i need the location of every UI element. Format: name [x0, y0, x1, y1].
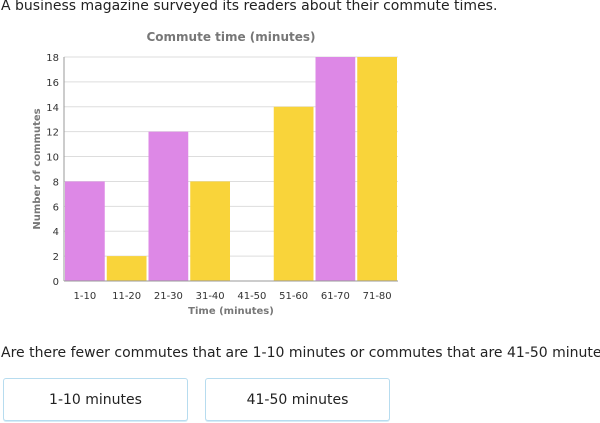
bar-71-80	[357, 57, 397, 281]
x-tick-label: 41-50	[237, 291, 266, 302]
x-tick-label: 1-10	[74, 291, 97, 302]
y-tick-label: 6	[53, 202, 59, 213]
bar-31-40	[190, 181, 230, 281]
y-tick-label: 18	[46, 53, 59, 64]
x-tick-label: 11-20	[112, 291, 141, 302]
bars	[65, 57, 397, 282]
y-tick-label: 4	[53, 227, 59, 238]
bar-11-20	[106, 256, 147, 281]
y-tick-label: 12	[46, 128, 59, 139]
y-axis-label: Number of commutes	[32, 108, 43, 229]
x-tick-label: 61-70	[321, 291, 350, 302]
y-tick-label: 10	[46, 153, 59, 164]
x-axis-label: Time (minutes)	[188, 306, 274, 317]
x-tick-label: 51-60	[279, 291, 308, 302]
bar-21-30	[148, 131, 189, 281]
y-tick-label: 16	[46, 78, 59, 89]
answer-button-1-10[interactable]: 1-10 minutes	[3, 378, 188, 421]
y-tick-label: 14	[46, 103, 59, 114]
y-tick-label: 0	[53, 277, 59, 288]
bar-61-70	[315, 57, 356, 281]
x-tick-label: 71-80	[363, 291, 392, 302]
intro-text: A business magazine surveyed its readers…	[1, 0, 498, 14]
x-tick-label: 31-40	[196, 291, 225, 302]
bar-1-10	[65, 181, 105, 281]
bar-51-60	[273, 106, 314, 282]
chart-title: Commute time (minutes)	[146, 30, 315, 44]
axes: 0 2 4 6 8 10 12 14 16 18 1-10 11-20 21-30 31-40 41-50 5…	[46, 53, 398, 302]
commute-time-chart: 0 2 4 6 8 10 12 14 16 18 1-10 11-20 21-30 31-40 41-50 5…	[32, 30, 398, 317]
y-tick-label: 8	[53, 177, 59, 188]
question-text: Are there fewer commutes that are 1-10 m…	[1, 345, 600, 361]
y-tick-label: 2	[53, 252, 59, 263]
answer-button-41-50[interactable]: 41-50 minutes	[205, 378, 390, 421]
x-tick-label: 21-30	[154, 291, 183, 302]
